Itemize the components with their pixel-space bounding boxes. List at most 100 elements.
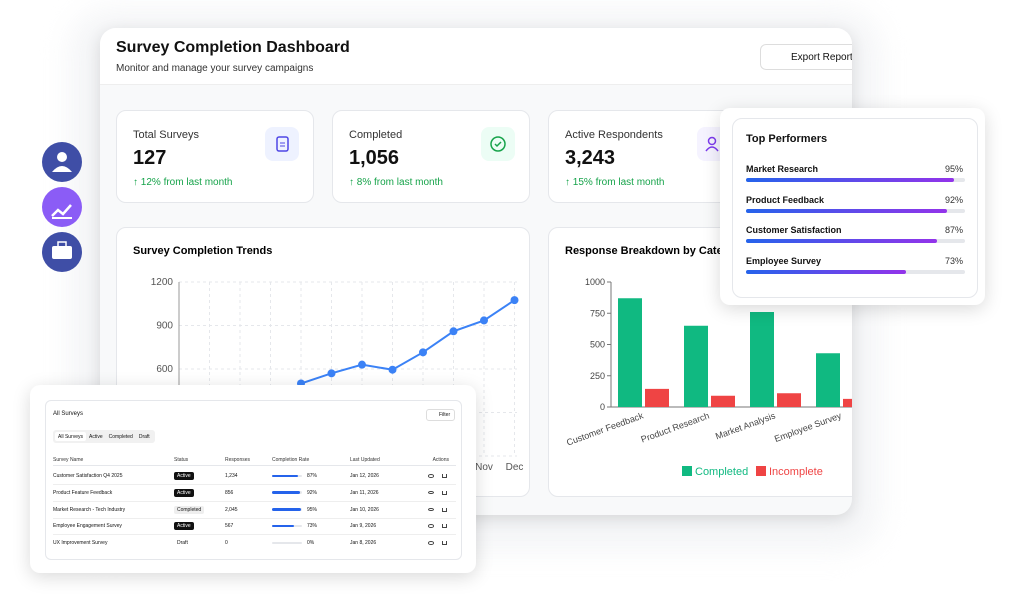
icon <box>481 127 515 161</box>
performer-name: Product Feedback <box>746 194 825 205</box>
legend-label: Incomplete <box>769 466 823 478</box>
chart-card: Response Breakdown by Category 0 250 500 750… <box>548 227 852 497</box>
rate-track <box>272 541 302 545</box>
rate-track <box>272 491 302 494</box>
status-badge: Active <box>174 488 194 497</box>
view-icon[interactable] <box>428 474 434 478</box>
bar <box>711 395 735 407</box>
bar <box>618 298 642 407</box>
rate-label: 95% <box>307 506 318 513</box>
view-icon[interactable] <box>428 524 434 528</box>
stat-label: Completed <box>349 129 403 141</box>
performer-value: 73% <box>944 255 963 266</box>
view-icon[interactable] <box>428 541 434 545</box>
bar <box>750 312 774 407</box>
last-updated: Jan 12, 2026 <box>350 473 379 479</box>
title: Survey Completion Dashboard <box>116 39 350 56</box>
survey-name: UX Improvement Survey <box>53 540 108 547</box>
bar <box>777 393 801 407</box>
download-icon[interactable] <box>442 524 447 529</box>
status-badge: Completed <box>174 505 205 514</box>
point <box>327 369 336 378</box>
divider <box>53 465 456 466</box>
stat-card: Active Respondents 3,243 ↑ 15% from last m… <box>548 110 746 203</box>
rate-bar <box>272 508 301 511</box>
stat-value: 127 <box>133 147 167 169</box>
tab[interactable]: Completed <box>108 434 133 440</box>
download-icon[interactable] <box>442 507 447 512</box>
performer-value: 92% <box>944 194 963 205</box>
x-tick-label: Dec <box>506 462 524 473</box>
progress-bar <box>746 269 906 274</box>
filter-button[interactable]: Filter <box>426 409 456 421</box>
export-button[interactable]: Export Report <box>760 44 852 70</box>
tab[interactable]: Draft <box>138 434 150 440</box>
status-badge: Draft <box>177 540 188 547</box>
point <box>449 327 458 336</box>
column-header: Survey Name <box>53 457 84 463</box>
responses: 0 <box>225 540 228 547</box>
x-tick-label: Nov <box>475 462 493 473</box>
survey-name: Employee Engagement Survey <box>53 523 122 530</box>
top-performers: Top Performers Market Research 95% Product … <box>720 108 985 305</box>
chart-title: Survey Completion Trends <box>133 245 272 257</box>
last-updated: Jan 9, 2026 <box>350 523 377 530</box>
divider <box>53 534 456 536</box>
stat-card: Completed 1,056 ↑ 8% from last month <box>332 110 530 203</box>
x-tick-label: Employee Survey <box>773 410 843 444</box>
line <box>300 299 516 385</box>
rate-bar <box>272 491 300 494</box>
progress-track <box>746 208 965 213</box>
header: Survey Completion Dashboard Monitor and … <box>100 28 852 85</box>
bar <box>645 388 669 407</box>
responses: 2,045 <box>225 506 238 513</box>
side-icons <box>42 142 82 272</box>
survey-name: Customer Satisfaction Q4 2025 <box>53 473 123 479</box>
chart-title: Response Breakdown by Category <box>565 245 747 257</box>
progress-bar <box>746 178 955 182</box>
export-label: Export Report <box>791 52 852 63</box>
progress-track <box>746 269 965 274</box>
table-card: All Surveys Filter All Surveys Active Comp… <box>30 385 476 573</box>
table-panel: All Surveys Filter All Surveys Active Comp… <box>45 400 462 560</box>
point <box>480 316 488 325</box>
tabs: All Surveys Active Completed Draft <box>53 430 155 443</box>
stat-label: Active Respondents <box>565 129 663 141</box>
rate-track <box>272 474 302 477</box>
rate-track <box>272 524 302 528</box>
x-tick-label: Product Research <box>640 410 711 444</box>
x-tick-label: Customer Feedback <box>565 410 645 447</box>
stat-label: Total Surveys <box>133 129 200 141</box>
view-icon[interactable] <box>428 490 434 495</box>
column-header: Completion Rate <box>272 457 310 463</box>
bar <box>684 325 708 407</box>
view-icon[interactable] <box>428 507 434 512</box>
stat-card: Total Surveys 127 ↑ 12% from last month <box>116 110 314 203</box>
point <box>358 360 366 369</box>
rate-track <box>272 508 302 511</box>
performer-name: Customer Satisfaction <box>746 225 842 235</box>
tab[interactable]: All Surveys <box>55 432 87 441</box>
status-badge: Active <box>174 522 194 531</box>
download-icon[interactable] <box>442 490 447 495</box>
download-icon[interactable] <box>442 474 447 478</box>
subtitle: Monitor and manage your survey campaigns <box>116 63 314 74</box>
download-icon[interactable] <box>442 541 447 546</box>
y-tick-label: 1200 <box>151 277 174 288</box>
last-updated: Jan 8, 2026 <box>350 540 377 547</box>
rate-label: 92% <box>307 489 318 496</box>
column-header: Actions <box>432 457 449 463</box>
status-badge: Active <box>174 472 194 480</box>
last-updated: Jan 10, 2026 <box>350 506 379 513</box>
rate-bar <box>272 524 294 528</box>
last-updated: Jan 11, 2026 <box>350 489 379 496</box>
legend-label: Completed <box>695 466 748 478</box>
stat-change: ↑ 15% from last month <box>565 177 665 188</box>
tab[interactable]: Active <box>89 434 103 440</box>
x-tick-label: Market Analysis <box>714 410 777 441</box>
legend-swatch <box>756 466 766 476</box>
card-title: Top Performers <box>746 133 828 145</box>
y-tick-label: 0 <box>600 402 605 412</box>
survey-name: Product Feature Feedback <box>53 489 113 496</box>
table-title: All Surveys <box>53 411 84 417</box>
